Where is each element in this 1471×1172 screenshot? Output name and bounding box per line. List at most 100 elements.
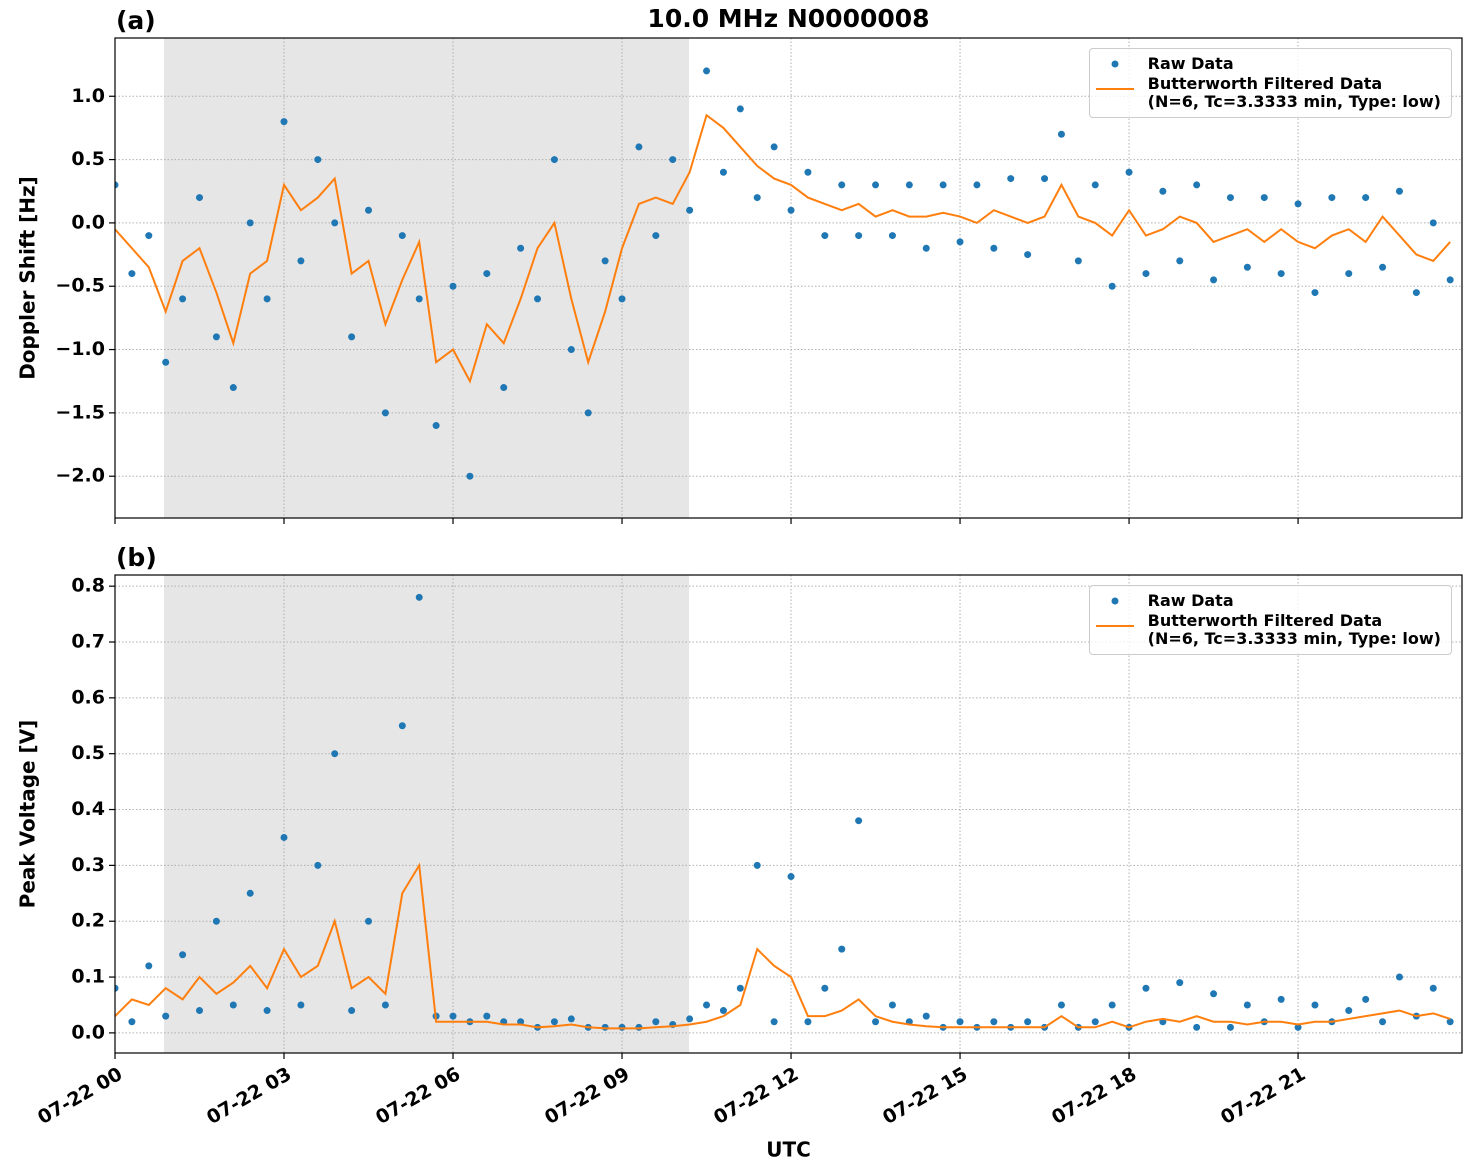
raw-point [263, 295, 271, 303]
raw-point [669, 156, 677, 164]
filtered-line [115, 113, 1451, 384]
raw-point [280, 833, 288, 841]
raw-point [314, 156, 322, 164]
raw-point [381, 409, 389, 417]
y-tick-label: 1.0 [71, 85, 105, 107]
raw-point [821, 984, 829, 992]
raw-point [1277, 995, 1285, 1003]
raw-point [1260, 194, 1268, 202]
raw-point [365, 917, 373, 925]
raw-point [703, 67, 711, 75]
raw-point [1294, 200, 1302, 208]
plot-area [115, 593, 1454, 1031]
raw-point [686, 206, 694, 214]
raw-point [1108, 282, 1116, 290]
legend-entry: Butterworth Filtered Data (N=6, Tc=3.333… [1095, 75, 1441, 111]
legend-label: Raw Data [1147, 591, 1234, 610]
raw-point [1142, 270, 1150, 278]
y-axis-label: Peak Voltage [V] [16, 720, 40, 909]
raw-point [550, 156, 558, 164]
raw-point [162, 358, 170, 366]
raw-point [348, 1007, 356, 1015]
raw-point [162, 1012, 170, 1020]
raw-point [432, 422, 440, 430]
x-axis-label: UTC [766, 1138, 811, 1162]
x-tick-label: 07-22 15 [879, 1063, 971, 1129]
raw-point [128, 270, 136, 278]
raw-point [922, 244, 930, 252]
raw-point [770, 1018, 778, 1026]
panel-label: (a) [116, 6, 156, 35]
raw-point [736, 984, 744, 992]
shaded-span [164, 38, 690, 518]
raw-point [1057, 1001, 1065, 1009]
shaded-span [164, 575, 690, 1053]
y-tick-label: 0.2 [71, 910, 105, 932]
raw-point [601, 257, 609, 265]
legend-marker [1111, 597, 1119, 605]
raw-point [1226, 194, 1234, 202]
raw-point [956, 238, 964, 246]
legend-entry: Raw Data [1096, 55, 1441, 73]
y-tick-label: −1.5 [55, 401, 105, 423]
raw-point [703, 1001, 711, 1009]
y-tick-label: 0.5 [71, 148, 105, 170]
raw-point [1193, 1023, 1201, 1031]
raw-point [1243, 263, 1251, 271]
raw-point [1446, 1018, 1454, 1026]
raw-point [1176, 257, 1184, 265]
legend-key [1095, 75, 1134, 93]
raw-point [483, 1012, 491, 1020]
raw-point [229, 1001, 237, 1009]
x-tick-label: 07-22 03 [203, 1063, 295, 1129]
y-tick-label: 0.3 [71, 854, 105, 876]
raw-point [280, 118, 288, 126]
raw-point [872, 181, 880, 189]
y-tick-label: −2.0 [55, 465, 105, 487]
raw-point [1345, 1007, 1353, 1015]
raw-point [179, 295, 187, 303]
legend-key [1095, 612, 1134, 630]
raw-point [229, 384, 237, 392]
raw-point [415, 295, 423, 303]
raw-point [517, 1018, 525, 1026]
raw-point [297, 257, 305, 265]
raw-point [1446, 276, 1454, 284]
legend-key [1096, 55, 1134, 73]
raw-point [618, 295, 626, 303]
legend-swatch [1095, 625, 1134, 627]
y-tick-label: 0.4 [71, 798, 105, 820]
raw-point [1142, 984, 1150, 992]
raw-point [905, 181, 913, 189]
raw-point [1379, 1018, 1387, 1026]
raw-point [753, 194, 761, 202]
raw-point [584, 409, 592, 417]
x-tick-label: 07-22 09 [541, 1063, 633, 1129]
raw-point [821, 232, 829, 240]
raw-point [115, 984, 119, 992]
raw-point [838, 945, 846, 953]
raw-point [246, 219, 254, 227]
raw-point [348, 333, 356, 341]
legend-entry: Raw Data [1096, 592, 1441, 610]
raw-point [1210, 276, 1218, 284]
raw-point [1226, 1023, 1234, 1031]
x-tick-label: 07-22 12 [710, 1063, 802, 1129]
raw-point [719, 168, 727, 176]
raw-point [196, 1007, 204, 1015]
x-tick-label: 07-22 00 [34, 1063, 126, 1129]
raw-point [483, 270, 491, 278]
raw-point [500, 384, 508, 392]
raw-point [145, 232, 153, 240]
legend-label: Raw Data [1147, 54, 1234, 73]
raw-point [263, 1007, 271, 1015]
raw-point [1091, 1018, 1099, 1026]
raw-point [1412, 289, 1420, 297]
raw-point [753, 861, 761, 869]
raw-point [872, 1018, 880, 1026]
raw-point [956, 1018, 964, 1026]
raw-point [1159, 187, 1167, 195]
raw-point [398, 232, 406, 240]
raw-point [1193, 181, 1201, 189]
legend: Raw Data Butterworth Filtered Data (N=6, … [1088, 48, 1452, 118]
